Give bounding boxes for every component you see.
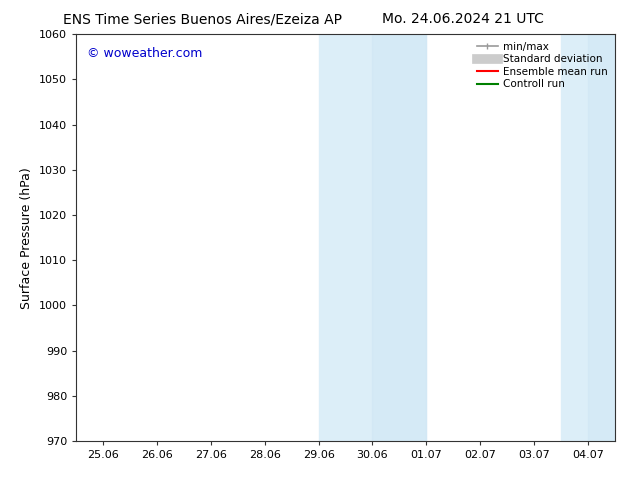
Legend: min/max, Standard deviation, Ensemble mean run, Controll run: min/max, Standard deviation, Ensemble me… <box>475 40 610 92</box>
Bar <box>319 34 426 441</box>
Text: Mo. 24.06.2024 21 UTC: Mo. 24.06.2024 21 UTC <box>382 12 544 26</box>
Bar <box>588 34 620 441</box>
Bar <box>373 34 426 441</box>
Text: ENS Time Series Buenos Aires/Ezeiza AP: ENS Time Series Buenos Aires/Ezeiza AP <box>63 12 342 26</box>
Text: © woweather.com: © woweather.com <box>87 47 202 59</box>
Y-axis label: Surface Pressure (hPa): Surface Pressure (hPa) <box>20 167 34 309</box>
Bar <box>561 34 620 441</box>
